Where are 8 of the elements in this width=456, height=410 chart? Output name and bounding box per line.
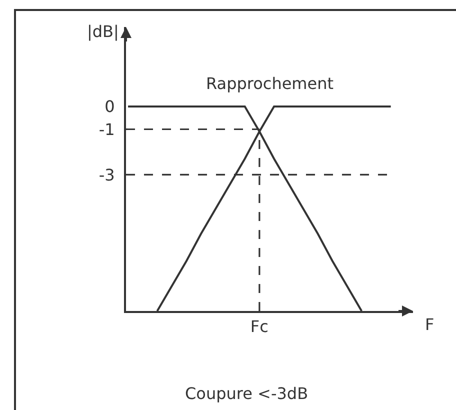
- x-tick-label: Fc: [250, 317, 268, 336]
- y-tick-label: 0: [104, 97, 115, 116]
- x-axis-title: F: [425, 315, 434, 334]
- y-tick-label: -3: [98, 165, 115, 184]
- y-axis-title: |dB|: [87, 22, 119, 41]
- text: Coupure <-3dB: [185, 384, 308, 403]
- y-tick-label: -1: [98, 120, 115, 139]
- annotation: Rapprochement: [206, 74, 334, 93]
